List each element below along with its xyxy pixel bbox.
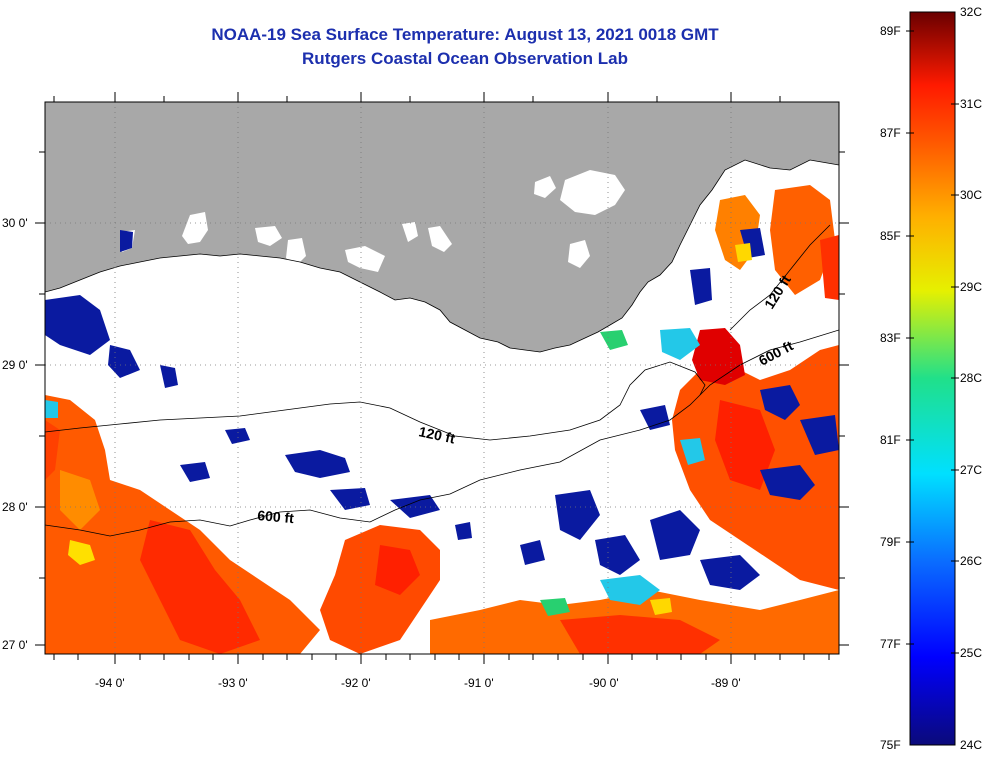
colorbar-c-label: 25C [960,646,983,660]
colorbar-f-label: 81F [880,433,901,447]
graticule [45,102,839,654]
colorbar-c-label: 26C [960,554,983,568]
colorbar [909,11,956,746]
colorbar-f-label: 75F [880,738,901,752]
land-mass [45,102,839,352]
colorbar-f-label: 77F [880,637,901,651]
lat-label: 29 0' [2,358,28,372]
lat-label: 28 0' [2,500,28,514]
axis-ticks [35,92,849,664]
map-title: NOAA-19 Sea Surface Temperature: August … [211,25,719,44]
map-subtitle: Rutgers Coastal Ocean Observation Lab [302,49,628,68]
isobath-600 [45,329,839,537]
colorbar-f-label: 89F [880,24,901,38]
colorbar-f-label: 79F [880,535,901,549]
lat-label: 30 0' [2,216,28,230]
isobath-120 [45,361,706,441]
label-shelf-600: 600 ft [257,507,295,526]
colorbar-c-label: 28C [960,371,983,385]
lon-label: -93 0' [218,676,248,690]
colorbar-c-label: 30C [960,188,983,202]
lon-label: -91 0' [464,676,494,690]
sst-field [45,185,839,654]
label-shelf-120: 120 ft [417,423,456,446]
colorbar-c-label: 24C [960,738,983,752]
colorbar-c-label: 31C [960,97,983,111]
colorbar-c-label: 32C [960,5,983,19]
colorbar-c-label: 29C [960,280,983,294]
lat-label: 27 0' [2,638,28,652]
colorbar-c-label: 27C [960,463,983,477]
lon-label: -94 0' [95,676,125,690]
colorbar-f-label: 83F [880,331,901,345]
lon-label: -89 0' [711,676,741,690]
lon-label: -90 0' [589,676,619,690]
colorbar-f-label: 87F [880,126,901,140]
lon-label: -92 0' [341,676,371,690]
colorbar-f-label: 85F [880,229,901,243]
colorbar-ticks [906,30,959,654]
